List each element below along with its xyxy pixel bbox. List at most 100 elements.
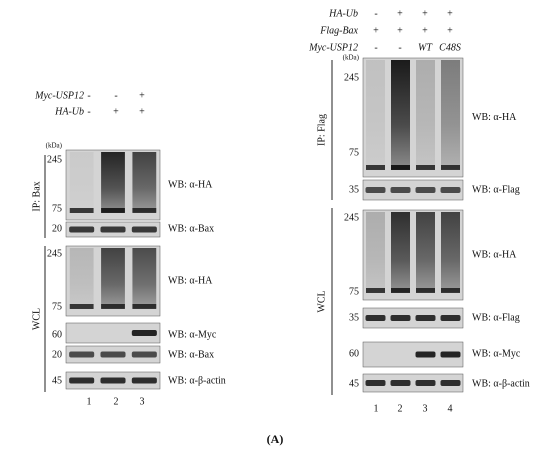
- antibody: WB: α-Bax: [168, 349, 214, 360]
- kda-unit: (kDa): [46, 142, 63, 150]
- blot: [65, 322, 161, 344]
- band: [131, 330, 157, 336]
- marker: 60: [52, 329, 62, 340]
- treatment-mark: -: [114, 90, 117, 101]
- marker: 75: [349, 147, 359, 158]
- band: [415, 315, 436, 321]
- smear: [366, 212, 385, 292]
- smear: [416, 212, 435, 292]
- band: [131, 226, 157, 233]
- treatment-mark: +: [447, 8, 453, 19]
- band: [365, 315, 386, 321]
- band: [391, 288, 410, 293]
- blot: [362, 179, 464, 201]
- marker: 75: [52, 203, 62, 214]
- treatment-name: Flag-Bax: [319, 25, 358, 36]
- band: [440, 187, 461, 193]
- blot: [362, 307, 464, 329]
- band: [366, 165, 385, 170]
- treatment-mark: +: [447, 25, 453, 36]
- smear: [101, 248, 125, 308]
- band: [131, 377, 157, 384]
- treatment-mark: +: [422, 25, 428, 36]
- marker: 245: [344, 212, 359, 223]
- band: [415, 187, 436, 193]
- band: [100, 351, 126, 358]
- band: [365, 380, 386, 386]
- marker: 45: [349, 378, 359, 389]
- band: [69, 208, 94, 213]
- marker: 245: [47, 154, 62, 165]
- lane-number: 1: [87, 396, 92, 407]
- treatment-mark: C48S: [439, 42, 461, 53]
- band: [391, 165, 410, 170]
- lane-number: 2: [114, 396, 119, 407]
- band: [69, 377, 95, 384]
- band: [69, 304, 94, 309]
- band: [440, 315, 461, 321]
- band: [440, 380, 461, 386]
- treatment-name: HA-Ub: [54, 106, 84, 117]
- band: [101, 208, 125, 213]
- treatment-mark: +: [397, 8, 403, 19]
- band: [100, 377, 126, 384]
- treatment-mark: +: [397, 25, 403, 36]
- smear: [132, 248, 157, 308]
- band: [365, 187, 386, 193]
- smear: [132, 152, 157, 212]
- band: [441, 165, 460, 170]
- band: [101, 304, 125, 309]
- treatment-mark: +: [373, 25, 379, 36]
- antibody: WB: α-β-actin: [168, 375, 226, 386]
- marker: 20: [52, 223, 62, 234]
- treatment-name: Myc-USP12: [308, 42, 358, 53]
- band: [132, 304, 157, 309]
- marker: 245: [344, 72, 359, 83]
- treatment-mark: -: [398, 42, 401, 53]
- lane-number: 3: [423, 403, 428, 414]
- treatment-mark: -: [87, 106, 90, 117]
- antibody: WB: α-β-actin: [472, 378, 530, 389]
- smear: [69, 152, 94, 212]
- band: [416, 165, 435, 170]
- band: [69, 226, 95, 233]
- antibody: WB: α-Myc: [168, 329, 217, 340]
- smear: [416, 60, 435, 169]
- treatment-mark: +: [139, 106, 145, 117]
- antibody: WB: α-HA: [168, 179, 213, 190]
- band: [100, 226, 126, 233]
- band: [132, 208, 157, 213]
- lane-number: 1: [374, 403, 379, 414]
- antibody: WB: α-Bax: [168, 223, 214, 234]
- marker: 245: [47, 248, 62, 259]
- antibody: WB: α-HA: [472, 249, 517, 260]
- treatment-mark: +: [422, 8, 428, 19]
- treatment-mark: -: [87, 90, 90, 101]
- smear: [391, 60, 410, 169]
- treatment-mark: -: [374, 8, 377, 19]
- antibody: WB: α-Myc: [472, 348, 521, 359]
- smear: [391, 212, 410, 292]
- smear: [69, 248, 94, 308]
- marker: 35: [349, 312, 359, 323]
- group-label: WCL: [316, 290, 327, 312]
- smear: [366, 60, 385, 169]
- caption: (A): [267, 432, 284, 446]
- marker: 75: [52, 301, 62, 312]
- antibody: WB: α-Flag: [472, 184, 520, 195]
- group-label: IP: Flag: [316, 114, 327, 146]
- band: [415, 351, 436, 358]
- band: [366, 288, 385, 293]
- band: [390, 380, 411, 386]
- group-label: IP: Bax: [31, 181, 42, 211]
- band: [390, 187, 411, 193]
- treatment-name: Myc-USP12: [34, 90, 84, 101]
- band: [131, 351, 157, 358]
- treatment-mark: WT: [418, 42, 433, 53]
- marker: 45: [52, 375, 62, 386]
- antibody: WB: α-Flag: [472, 312, 520, 323]
- lane-number: 3: [140, 396, 145, 407]
- smear: [441, 212, 460, 292]
- antibody: WB: α-HA: [168, 275, 213, 286]
